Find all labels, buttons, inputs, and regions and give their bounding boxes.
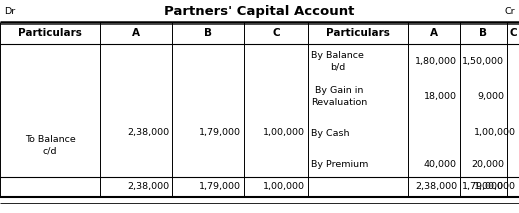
Text: Partners' Capital Account: Partners' Capital Account: [164, 4, 354, 17]
Text: 1,00,000: 1,00,000: [263, 183, 305, 191]
Text: By Balance
b/d: By Balance b/d: [311, 52, 364, 72]
Text: 1,79,000: 1,79,000: [199, 183, 241, 191]
Text: 20,000: 20,000: [471, 160, 504, 169]
Text: By Cash: By Cash: [311, 128, 349, 138]
Text: 40,000: 40,000: [424, 160, 457, 169]
Text: 1,00,000: 1,00,000: [474, 128, 516, 138]
Text: B: B: [204, 28, 212, 38]
Text: 9,000: 9,000: [477, 92, 504, 101]
Text: 1,80,000: 1,80,000: [415, 57, 457, 66]
Text: 1,79,000: 1,79,000: [462, 183, 504, 191]
Text: By Premium: By Premium: [311, 160, 368, 169]
Text: 1,50,000: 1,50,000: [462, 57, 504, 66]
Text: 2,38,000: 2,38,000: [415, 183, 457, 191]
Text: Cr: Cr: [504, 7, 515, 16]
Text: C: C: [509, 28, 517, 38]
Text: Particulars: Particulars: [326, 28, 390, 38]
Text: Dr: Dr: [4, 7, 15, 16]
Text: By Gain in
Revaluation: By Gain in Revaluation: [311, 86, 367, 106]
Text: A: A: [132, 28, 140, 38]
Text: C: C: [272, 28, 280, 38]
Text: B: B: [480, 28, 487, 38]
Text: A: A: [430, 28, 438, 38]
Text: 2,38,000: 2,38,000: [127, 183, 169, 191]
Text: 1,00,000: 1,00,000: [474, 183, 516, 191]
Text: To Balance
c/d: To Balance c/d: [24, 135, 75, 155]
Text: 1,79,000: 1,79,000: [199, 128, 241, 138]
Text: 2,38,000: 2,38,000: [127, 128, 169, 138]
Text: 1,00,000: 1,00,000: [263, 128, 305, 138]
Text: Particulars: Particulars: [18, 28, 82, 38]
Text: 18,000: 18,000: [424, 92, 457, 101]
